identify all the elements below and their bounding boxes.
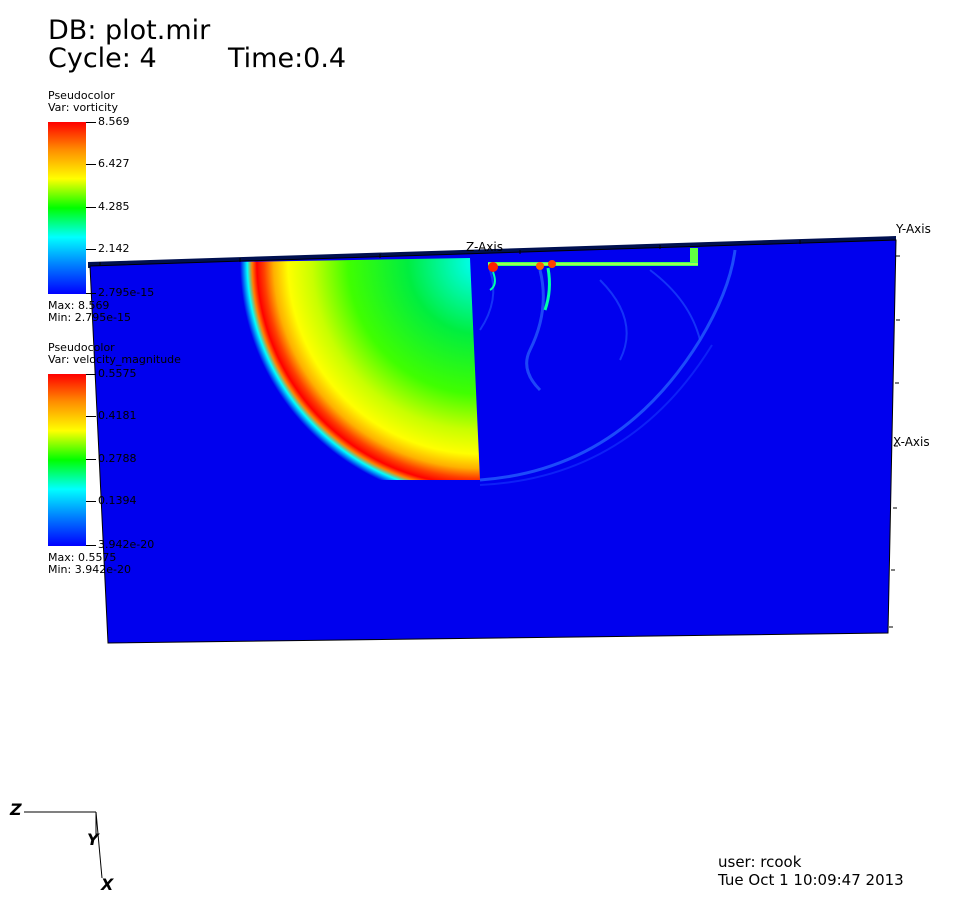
cycle-label: Cycle: 4 [48, 43, 157, 74]
legend-plot-type: Pseudocolor [48, 341, 115, 354]
legend-tick: 2.142 [86, 243, 130, 255]
legend-var-name: Var: vorticity [48, 101, 119, 114]
legend-tick: 0.5575 [86, 368, 137, 380]
cycle-time-line: Cycle: 4 Time:0.4 [48, 44, 346, 134]
legend-tick: 6.427 [86, 158, 130, 170]
legend-tick: 0.2788 [86, 453, 137, 465]
legend-max: Max: 8.569 [48, 299, 110, 312]
time-label: Time:0.4 [228, 43, 347, 74]
triad-x-label: X [101, 875, 114, 894]
timestamp-label: Tue Oct 1 10:09:47 2013 [718, 871, 904, 889]
slice-plane [88, 236, 897, 644]
user-label: user: rcook [718, 853, 802, 871]
velocity-structures [479, 269, 701, 392]
z-axis-ticks [99, 240, 801, 266]
x-axis-title: X-Axis [893, 435, 930, 449]
legend-tick: 4.285 [86, 201, 130, 213]
legend-tick: 3.942e-20 [86, 539, 154, 551]
axis-triad [24, 811, 103, 879]
legend-min: Min: 3.942e-20 [48, 563, 131, 576]
y-axis-title: Y-Axis [896, 222, 931, 236]
colorbar-velocity [48, 374, 86, 546]
z-axis-title: Z-Axis [466, 240, 503, 254]
triad-y-label: Y [87, 830, 99, 849]
legend-min: Min: 2.795e-15 [48, 311, 131, 324]
legend-tick: 0.4181 [86, 410, 137, 422]
colorbar-vorticity [48, 122, 86, 294]
vorticity-region [238, 258, 480, 480]
y-axis-ticks [889, 255, 900, 628]
triad-z-label: Z [10, 800, 22, 819]
db-title: DB: plot.mir [48, 15, 211, 46]
legend-plot-type: Pseudocolor [48, 89, 115, 102]
vortex-hotspots [488, 248, 698, 311]
legend-tick: 2.795e-15 [86, 287, 154, 299]
legend-max: Max: 0.5575 [48, 551, 117, 564]
legend-tick: 0.1394 [86, 495, 137, 507]
legend-var-name: Var: velocity_magnitude [48, 353, 181, 366]
legend-tick: 8.569 [86, 116, 130, 128]
